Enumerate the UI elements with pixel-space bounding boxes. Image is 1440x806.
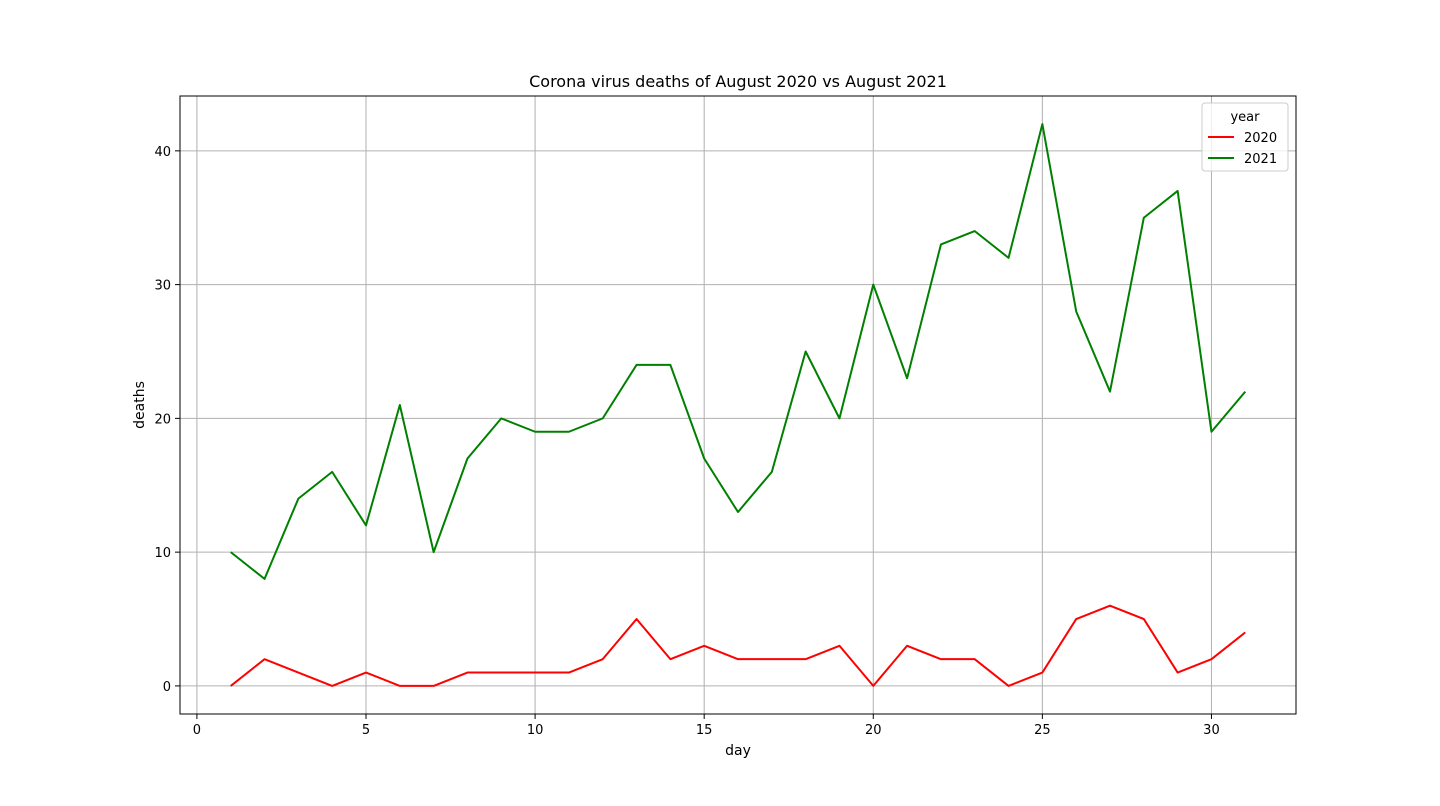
y-tick-label: 0 <box>163 680 171 695</box>
x-tick-label: 10 <box>527 723 544 738</box>
y-tick-label: 20 <box>154 412 171 427</box>
x-tick-label: 15 <box>696 723 713 738</box>
chart-title: Corona virus deaths of August 2020 vs Au… <box>529 72 947 91</box>
y-tick-label: 30 <box>154 279 171 294</box>
grid-lines <box>180 96 1296 714</box>
x-tick-label: 30 <box>1203 723 1220 738</box>
x-axis-label: day <box>725 743 751 759</box>
plot-frame <box>179 95 1297 715</box>
y-axis-label: deaths <box>132 381 148 429</box>
y-tick-label: 10 <box>154 546 171 561</box>
series-lines <box>230 123 1247 687</box>
legend-label-2021: 2021 <box>1244 152 1277 167</box>
x-tick-label: 25 <box>1034 723 1051 738</box>
series-line-2021 <box>230 123 1247 580</box>
legend-entries: 2020 2021 <box>1208 131 1277 167</box>
x-tick-label: 0 <box>193 723 201 738</box>
legend: year 2020 2021 <box>1201 102 1289 172</box>
legend-title: year <box>1230 110 1260 125</box>
x-tick-label: 20 <box>865 723 882 738</box>
x-tick-label: 5 <box>362 723 370 738</box>
legend-label-2020: 2020 <box>1244 131 1277 146</box>
axis-ticks: 0 5 10 15 20 25 30 0 10 20 30 40 <box>154 145 1219 738</box>
series-line-2020 <box>230 604 1246 687</box>
legend-box <box>1201 102 1289 172</box>
y-tick-label: 40 <box>154 145 171 160</box>
